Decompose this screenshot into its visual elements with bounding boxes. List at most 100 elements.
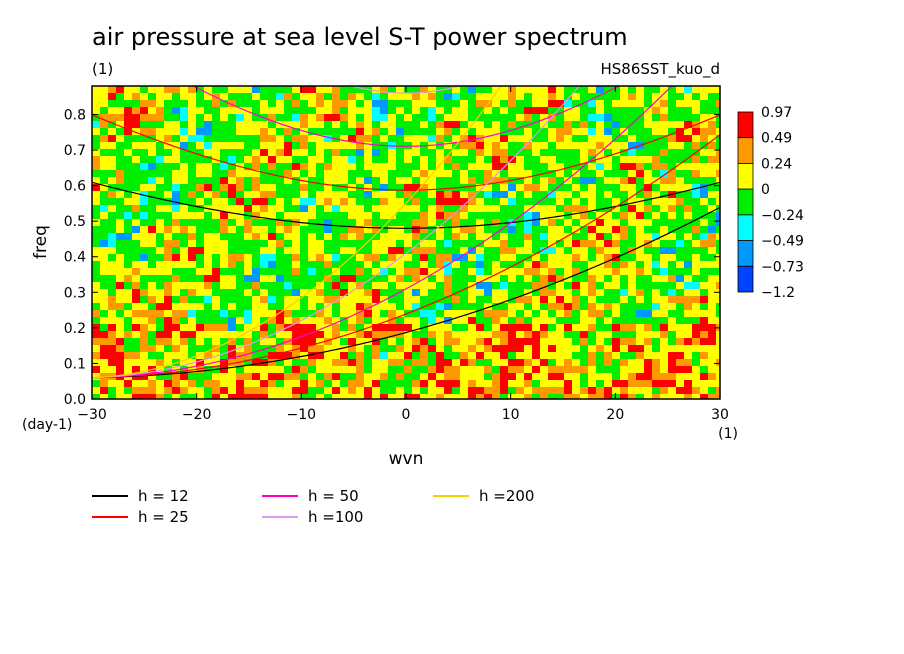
spectrum-cell <box>348 226 357 234</box>
spectrum-cell <box>708 93 717 101</box>
spectrum-cell <box>676 240 685 248</box>
spectrum-cell <box>660 93 669 101</box>
spectrum-cell <box>116 226 125 234</box>
spectrum-cell <box>660 310 669 318</box>
spectrum-cell <box>636 100 645 108</box>
spectrum-cell <box>404 163 413 171</box>
spectrum-cell <box>452 107 461 115</box>
spectrum-cell <box>276 352 285 360</box>
spectrum-cell <box>708 233 717 241</box>
spectrum-cell <box>380 177 389 185</box>
spectrum-cell <box>716 226 720 234</box>
spectrum-cell <box>172 282 181 290</box>
spectrum-cell <box>308 254 317 262</box>
spectrum-cell <box>716 303 720 311</box>
spectrum-cell <box>164 205 173 213</box>
spectrum-cell <box>372 317 381 325</box>
spectrum-cell <box>708 275 717 283</box>
spectrum-cell <box>420 86 429 94</box>
spectrum-cell <box>516 142 525 150</box>
spectrum-cell <box>492 331 501 339</box>
spectrum-cell <box>276 310 285 318</box>
spectrum-cell <box>132 163 141 171</box>
spectrum-cell <box>588 212 597 220</box>
spectrum-cell <box>276 163 285 171</box>
spectrum-cell <box>196 380 205 388</box>
spectrum-cell <box>388 247 397 255</box>
spectrum-cell <box>164 212 173 220</box>
spectrum-cell <box>500 240 509 248</box>
spectrum-cell <box>276 268 285 276</box>
spectrum-cell <box>612 331 621 339</box>
spectrum-cell <box>332 373 341 381</box>
spectrum-cell <box>212 373 221 381</box>
spectrum-cell <box>604 149 613 157</box>
spectrum-cell <box>204 373 213 381</box>
spectrum-cell <box>652 163 661 171</box>
spectrum-cell <box>276 247 285 255</box>
spectrum-cell <box>588 352 597 360</box>
spectrum-cell <box>268 191 277 199</box>
spectrum-cell <box>116 324 125 332</box>
spectrum-cell <box>468 296 477 304</box>
spectrum-cell <box>100 233 109 241</box>
spectrum-cell <box>484 303 493 311</box>
spectrum-cell <box>660 261 669 269</box>
spectrum-cell <box>140 100 149 108</box>
spectrum-cell <box>260 128 269 136</box>
spectrum-cell <box>436 107 445 115</box>
spectrum-cell <box>268 86 277 94</box>
spectrum-cell <box>580 331 589 339</box>
spectrum-cell <box>308 359 317 367</box>
spectrum-cell <box>348 380 357 388</box>
spectrum-cell <box>548 240 557 248</box>
spectrum-cell <box>604 282 613 290</box>
spectrum-cell <box>228 268 237 276</box>
spectrum-cell <box>436 212 445 220</box>
spectrum-cell <box>148 205 157 213</box>
spectrum-cell <box>604 107 613 115</box>
spectrum-cell <box>652 219 661 227</box>
spectrum-cell <box>460 219 469 227</box>
spectrum-cell <box>644 93 653 101</box>
spectrum-cell <box>492 184 501 192</box>
spectrum-cell <box>252 121 261 129</box>
spectrum-cell <box>252 380 261 388</box>
spectrum-cell <box>540 100 549 108</box>
spectrum-cell <box>628 310 637 318</box>
spectrum-cell <box>700 380 709 388</box>
spectrum-cell <box>708 387 717 395</box>
spectrum-cell <box>636 282 645 290</box>
spectrum-cell <box>716 128 720 136</box>
spectrum-cell <box>580 296 589 304</box>
spectrum-cell <box>212 107 221 115</box>
spectrum-cell <box>700 373 709 381</box>
spectrum-cell <box>644 128 653 136</box>
spectrum-cell <box>188 191 197 199</box>
spectrum-cell <box>204 324 213 332</box>
spectrum-cell <box>572 240 581 248</box>
spectrum-cell <box>308 233 317 241</box>
spectrum-cell <box>412 310 421 318</box>
spectrum-cell <box>156 247 165 255</box>
spectrum-cell <box>444 86 453 94</box>
spectrum-cell <box>396 212 405 220</box>
spectrum-cell <box>340 128 349 136</box>
spectrum-cell <box>476 331 485 339</box>
spectrum-cell <box>564 310 573 318</box>
spectrum-cell <box>468 198 477 206</box>
spectrum-cell <box>196 142 205 150</box>
spectrum-cell <box>252 261 261 269</box>
spectrum-cell <box>580 289 589 297</box>
spectrum-cell <box>428 380 437 388</box>
spectrum-cell <box>676 359 685 367</box>
spectrum-cell <box>588 191 597 199</box>
spectrum-cell <box>660 240 669 248</box>
spectrum-cell <box>364 394 373 399</box>
spectrum-cell <box>700 135 709 143</box>
spectrum-cell <box>244 240 253 248</box>
spectrum-cell <box>284 184 293 192</box>
spectrum-cell <box>484 324 493 332</box>
spectrum-cell <box>716 352 720 360</box>
spectrum-cell <box>540 275 549 283</box>
